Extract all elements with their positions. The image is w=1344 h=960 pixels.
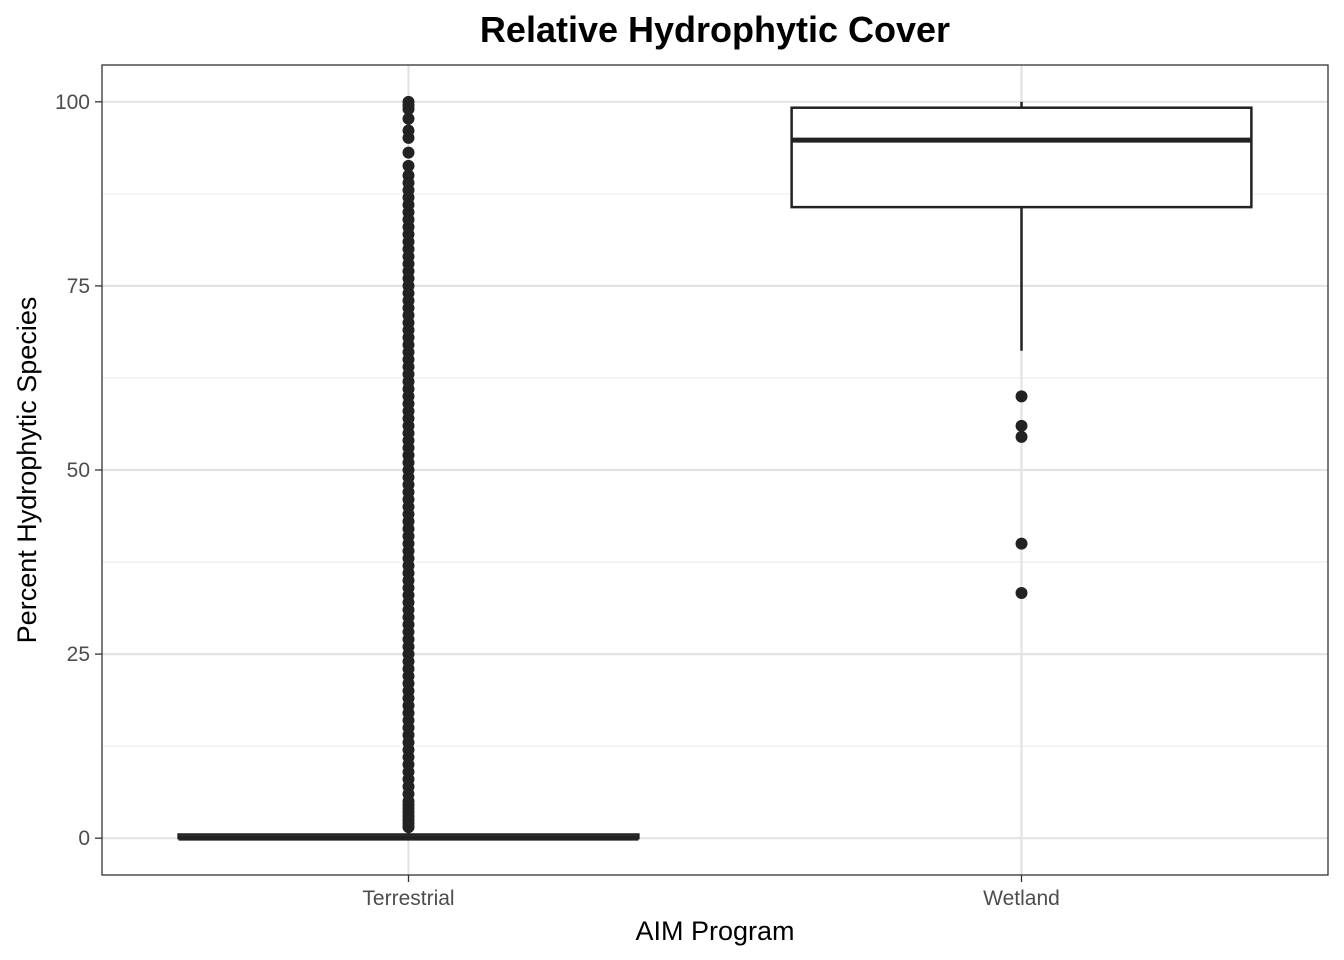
x-axis: Terrestrial Wetland <box>362 875 1060 910</box>
outlier-point <box>1015 537 1028 550</box>
y-axis: 0 25 50 75 100 <box>55 91 102 850</box>
minor-gridlines <box>102 193 1328 747</box>
x-tick-label: Wetland <box>983 887 1060 910</box>
outlier-point <box>402 146 415 159</box>
outlier-point <box>1015 586 1028 599</box>
outlier-point <box>402 95 415 108</box>
chart-title: Relative Hydrophytic Cover <box>480 9 950 50</box>
iqr-box <box>790 106 1253 209</box>
boxplot-marks <box>177 95 1253 841</box>
y-tick-label: 25 <box>67 643 90 666</box>
x-axis-title: AIM Program <box>635 916 794 946</box>
outlier-point <box>402 159 415 172</box>
y-axis-title: Percent Hydrophytic Species <box>12 297 42 644</box>
outlier-point <box>402 124 415 137</box>
y-tick-label: 100 <box>55 91 90 114</box>
outlier-point <box>402 169 415 182</box>
y-tick-label: 50 <box>67 459 90 482</box>
y-tick-label: 75 <box>67 275 90 298</box>
outlier-point <box>402 112 415 125</box>
outlier-point <box>1015 390 1028 403</box>
outlier-point <box>1015 419 1028 432</box>
x-tick-label: Terrestrial <box>362 887 454 910</box>
y-tick-label: 0 <box>78 827 90 850</box>
outlier-point <box>1015 430 1028 443</box>
